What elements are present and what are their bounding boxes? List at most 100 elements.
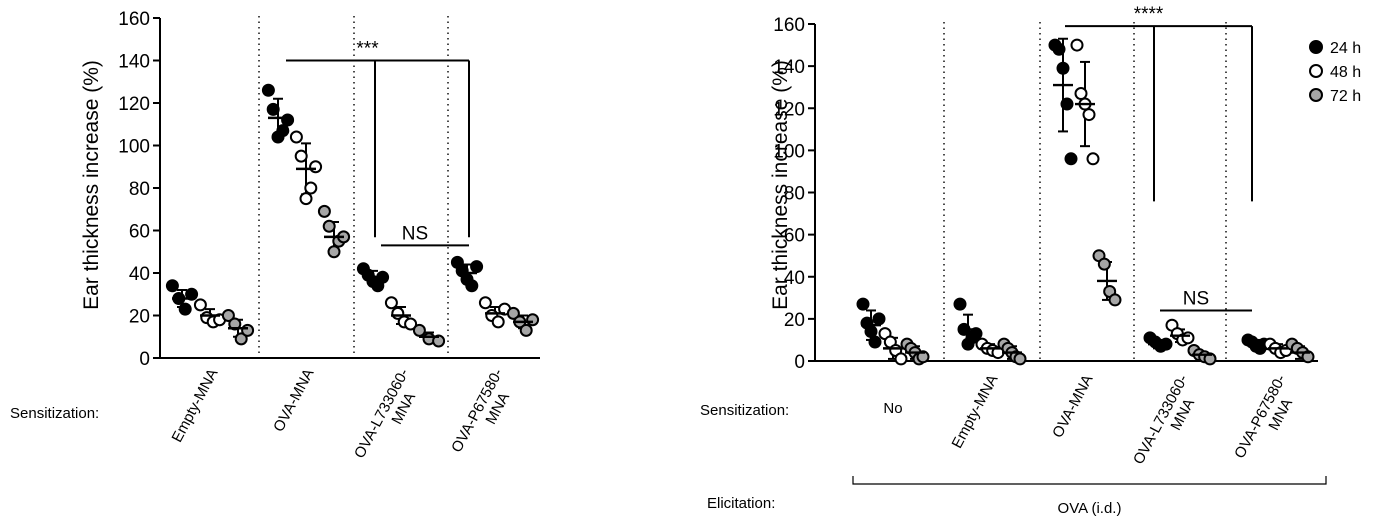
elicitation-bracket bbox=[852, 476, 1327, 485]
data-point bbox=[1082, 108, 1096, 122]
data-point bbox=[165, 279, 179, 293]
data-point bbox=[412, 323, 426, 337]
y-tick-label: 140 bbox=[773, 57, 805, 78]
y-tick-label: 160 bbox=[118, 9, 150, 30]
significance-label: **** bbox=[1134, 4, 1164, 25]
data-point bbox=[221, 309, 235, 322]
data-point bbox=[478, 296, 492, 310]
series-3 bbox=[221, 204, 540, 348]
data-point bbox=[894, 352, 908, 366]
data-point bbox=[1060, 97, 1074, 111]
y-tick-label: 20 bbox=[784, 310, 805, 331]
legend-label: 24 h bbox=[1330, 40, 1361, 57]
data-point bbox=[317, 204, 331, 218]
legend-marker bbox=[1309, 40, 1323, 54]
data-point bbox=[185, 287, 199, 301]
category-label-line: Empty-MNA bbox=[169, 366, 222, 445]
sensitization-label: Sensitization: bbox=[10, 405, 99, 422]
series-2 bbox=[878, 38, 1293, 366]
legend-label: 72 h bbox=[1330, 88, 1361, 105]
data-point bbox=[856, 297, 870, 311]
data-point bbox=[261, 83, 275, 97]
data-point bbox=[519, 323, 533, 337]
chart-panel-2: 0 20 40 60 80 100 120 140 160 Ear thickness incre… bbox=[700, 4, 1361, 517]
data-point bbox=[281, 113, 295, 127]
category-label-line: OVA-MNA bbox=[1049, 372, 1096, 441]
data-point bbox=[241, 323, 255, 337]
legend: 24 h 48 h 72 h bbox=[1309, 40, 1361, 105]
chart-panel-1: 0 20 40 60 80 100 120 140 160 Ear thickness incre… bbox=[10, 9, 540, 463]
y-tick-label: 20 bbox=[129, 307, 150, 328]
y-axis-label: Ear thickness increase (%) bbox=[80, 60, 103, 310]
data-point bbox=[916, 350, 930, 364]
data-point bbox=[465, 279, 479, 293]
y-tick-label: 60 bbox=[784, 226, 805, 247]
data-point bbox=[327, 245, 341, 259]
data-point bbox=[872, 312, 886, 326]
data-point bbox=[953, 297, 967, 311]
series-1 bbox=[165, 83, 484, 316]
y-tick-label: 40 bbox=[784, 268, 805, 289]
data-point bbox=[868, 335, 882, 349]
data-point bbox=[1013, 352, 1027, 366]
data-point bbox=[234, 332, 248, 346]
y-tick-label: 80 bbox=[784, 184, 805, 205]
data-point bbox=[470, 260, 484, 274]
data-point bbox=[506, 306, 520, 320]
series-2 bbox=[193, 130, 512, 331]
y-tick-label: 40 bbox=[129, 264, 150, 285]
series-1 bbox=[856, 37, 1271, 355]
data-point bbox=[228, 317, 242, 331]
y-tick-label: 0 bbox=[139, 349, 150, 370]
data-point bbox=[1086, 152, 1100, 166]
data-point bbox=[1301, 350, 1315, 364]
y-tick-label: 140 bbox=[118, 52, 150, 73]
category-label: OVA-L733060-MNA bbox=[1130, 372, 1206, 475]
legend-label: 48 h bbox=[1330, 64, 1361, 81]
y-tick-label: 0 bbox=[794, 352, 805, 373]
data-point bbox=[404, 317, 418, 331]
y-tick-label: 60 bbox=[129, 222, 150, 243]
data-point bbox=[322, 219, 336, 233]
significance-label: NS bbox=[402, 223, 428, 244]
legend-marker bbox=[1309, 88, 1323, 102]
data-point bbox=[266, 102, 280, 116]
elicitation-value: OVA (i.d.) bbox=[1058, 500, 1122, 517]
category-label: OVA-P67580-MNA bbox=[448, 366, 521, 463]
data-point bbox=[1108, 293, 1122, 307]
data-point bbox=[969, 327, 983, 341]
y-tick-label: 80 bbox=[129, 179, 150, 200]
data-point bbox=[1064, 152, 1078, 166]
data-point bbox=[1070, 38, 1084, 52]
category-label-line: Empty-MNA bbox=[949, 372, 1002, 451]
y-tick-label: 100 bbox=[118, 137, 150, 158]
category-label: OVA-MNA bbox=[270, 366, 317, 435]
category-label: No bbox=[883, 400, 902, 417]
data-point bbox=[384, 296, 398, 310]
data-point bbox=[1181, 331, 1195, 345]
data-point bbox=[491, 315, 505, 329]
y-tick-label: 120 bbox=[773, 99, 805, 120]
y-axis-label: Ear thickness increase (%) bbox=[769, 60, 792, 310]
data-point bbox=[1074, 87, 1088, 101]
data-point bbox=[1203, 352, 1217, 366]
category-label: OVA-MNA bbox=[1049, 372, 1096, 441]
significance-label: *** bbox=[356, 39, 379, 60]
y-tick-label: 120 bbox=[118, 94, 150, 115]
data-point bbox=[178, 302, 192, 316]
category-label: Empty-MNA bbox=[949, 372, 1002, 451]
data-point bbox=[304, 181, 318, 195]
y-tick-label: 100 bbox=[773, 141, 805, 162]
data-point bbox=[309, 160, 323, 174]
data-point bbox=[299, 192, 313, 206]
y-tick-label: 160 bbox=[773, 15, 805, 36]
category-label-line: OVA-MNA bbox=[270, 366, 317, 435]
data-point bbox=[1097, 257, 1111, 271]
elicitation-label: Elicitation: bbox=[707, 495, 775, 512]
legend-marker bbox=[1309, 64, 1323, 78]
data-point bbox=[276, 124, 290, 138]
data-point bbox=[1052, 42, 1066, 56]
category-label: Empty-MNA bbox=[169, 366, 222, 445]
data-point bbox=[193, 298, 207, 312]
